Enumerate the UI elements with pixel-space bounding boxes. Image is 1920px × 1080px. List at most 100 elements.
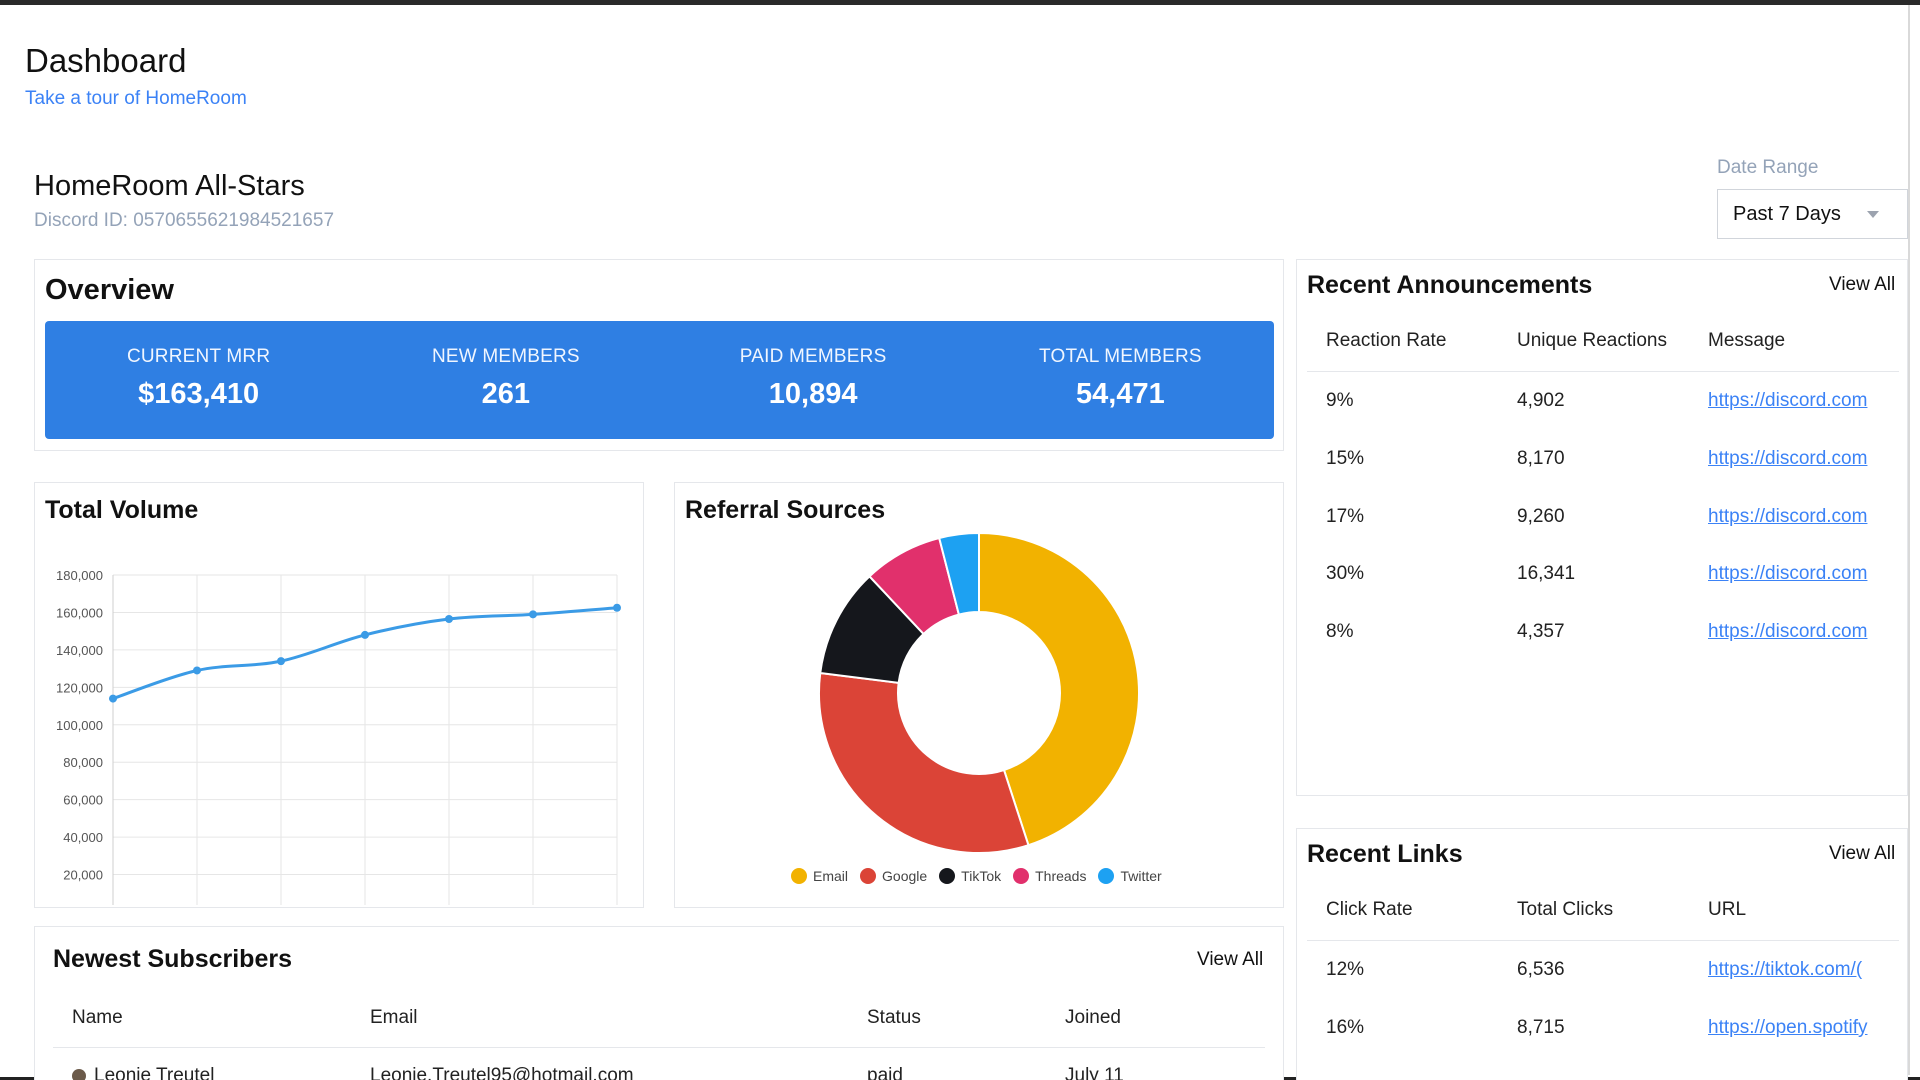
data-point[interactable] [613, 603, 621, 612]
data-point[interactable] [529, 610, 537, 619]
total-clicks: 6,536 [1517, 959, 1565, 980]
stat-total-members: TOTAL MEMBERS 54,471 [967, 321, 1274, 439]
subscriber-name: Leonie Treutel [72, 1065, 370, 1080]
legend-item-google[interactable]: Google [860, 868, 927, 884]
legend-label: Threads [1035, 868, 1087, 884]
data-point[interactable] [445, 614, 453, 623]
col-joined: Joined [1065, 1007, 1121, 1028]
total-volume-chart: 020,00040,00060,00080,000100,000120,0001… [56, 568, 621, 905]
table-row[interactable]: 8% 4,357 https://discord.com [1326, 621, 1880, 643]
y-tick-label: 160,000 [56, 605, 103, 620]
stat-current-mrr: CURRENT MRR $163,410 [45, 321, 352, 439]
data-point[interactable] [109, 694, 117, 703]
subscribers-view-all[interactable]: View All [1197, 949, 1264, 970]
referral-sources-chart [818, 533, 1140, 854]
stat-paid-members: PAID MEMBERS 10,894 [660, 321, 967, 439]
col-status: Status [867, 1007, 921, 1028]
legend-swatch [939, 868, 956, 884]
referral-sources-panel: Referral Sources Email Google TikTok Thread… [674, 482, 1284, 908]
total-volume-title: Total Volume [45, 496, 199, 524]
reaction-rate: 15% [1326, 448, 1365, 469]
legend-label: TikTok [961, 868, 1002, 884]
url-link[interactable]: https://tiktok.com/( [1708, 959, 1863, 980]
col-message: Message [1708, 330, 1786, 351]
overview-panel: Overview CURRENT MRR $163,410 NEW MEMBER… [34, 259, 1284, 451]
donut-slice-google[interactable] [818, 671, 1030, 854]
divider [1307, 940, 1899, 941]
table-row[interactable]: 9% 4,902 https://discord.com [1326, 390, 1880, 412]
legend-item-twitter[interactable]: Twitter [1098, 868, 1162, 884]
unique-reactions: 4,902 [1517, 390, 1565, 411]
total-clicks: 8,715 [1517, 1017, 1565, 1038]
message-link[interactable]: https://discord.com [1708, 621, 1868, 642]
stat-label: PAID MEMBERS [739, 346, 887, 367]
y-tick-label: 140,000 [56, 643, 103, 658]
legend-item-threads[interactable]: Threads [1013, 868, 1086, 884]
col-total-clicks: Total Clicks [1517, 899, 1614, 920]
announcements-table-header: Reaction Rate Unique Reactions Message [1326, 330, 1785, 352]
reaction-rate: 17% [1326, 506, 1365, 527]
newest-subscribers-title: Newest Subscribers [53, 945, 292, 973]
legend-label: Google [882, 868, 928, 884]
unique-reactions: 4,357 [1517, 621, 1565, 642]
legend-item-tiktok[interactable]: TikTok [939, 868, 1001, 884]
divider [53, 1047, 1265, 1048]
reaction-rate: 30% [1326, 563, 1365, 584]
date-range-label: Date Range [1717, 157, 1819, 178]
y-tick-label: 180,000 [56, 568, 103, 583]
stat-value: 54,471 [1076, 378, 1165, 410]
date-range-select[interactable]: Past 7 Days [1717, 189, 1908, 239]
col-name: Name [72, 1007, 123, 1028]
unique-reactions: 9,260 [1517, 506, 1565, 527]
discord-id: Discord ID: 0570655621984521657 [34, 210, 335, 231]
data-point[interactable] [193, 666, 201, 675]
unique-reactions: 16,341 [1517, 563, 1576, 584]
y-tick-label: 40,000 [63, 830, 103, 845]
divider [1307, 371, 1899, 372]
subscriber-email: Leonie.Treutel95@hotmail.com [370, 1065, 634, 1080]
y-tick-label: 60,000 [63, 793, 103, 808]
table-row[interactable]: 17% 9,260 https://discord.com [1326, 506, 1880, 528]
referral-sources-title: Referral Sources [685, 496, 886, 524]
message-link[interactable]: https://discord.com [1708, 563, 1868, 584]
message-link[interactable]: https://discord.com [1708, 506, 1868, 527]
table-row[interactable]: 12% 6,536 https://tiktok.com/( [1326, 959, 1880, 981]
message-link[interactable]: https://discord.com [1708, 390, 1868, 411]
legend-swatch [1013, 868, 1030, 884]
stat-value: $163,410 [138, 378, 260, 410]
date-range-value: Past 7 Days [1733, 202, 1841, 225]
links-table-header: Click Rate Total Clicks URL [1326, 899, 1746, 921]
col-unique-reactions: Unique Reactions [1517, 330, 1667, 351]
server-name: HomeRoom All-Stars [34, 170, 305, 202]
overview-title: Overview [45, 274, 174, 306]
recent-announcements-panel: Recent Announcements View All Reaction R… [1296, 259, 1908, 796]
message-link[interactable]: https://discord.com [1708, 448, 1868, 469]
data-point[interactable] [361, 630, 369, 639]
reaction-rate: 9% [1326, 390, 1354, 411]
col-email: Email [370, 1007, 418, 1028]
stat-new-members: NEW MEMBERS 261 [352, 321, 659, 439]
total-volume-panel: Total Volume 020,00040,00060,00080,00010… [34, 482, 644, 908]
subscribers-table-header: Name Email Status Joined [72, 1007, 1121, 1029]
recent-links-title: Recent Links [1307, 840, 1463, 868]
tour-link[interactable]: Take a tour of HomeRoom [25, 88, 247, 109]
table-row[interactable]: 30% 16,341 https://discord.com [1326, 563, 1880, 585]
unique-reactions: 8,170 [1517, 448, 1565, 469]
table-row[interactable]: 15% 8,170 https://discord.com [1326, 448, 1880, 470]
announcements-view-all[interactable]: View All [1829, 274, 1896, 295]
donut-slice-email[interactable] [978, 533, 1140, 847]
data-point[interactable] [277, 657, 285, 666]
top-border [0, 0, 1920, 5]
y-tick-label: 120,000 [56, 680, 103, 695]
links-view-all[interactable]: View All [1829, 843, 1896, 864]
page-title: Dashboard [25, 42, 187, 79]
y-tick-label: 100,000 [56, 718, 103, 733]
legend-item-email[interactable]: Email [791, 868, 848, 884]
table-row[interactable]: 16% 8,715 https://open.spotify [1326, 1017, 1880, 1039]
table-row[interactable]: Leonie Treutel Leonie.Treutel95@hotmail.… [72, 1065, 1124, 1080]
legend-label: Twitter [1120, 868, 1162, 884]
stat-label: TOTAL MEMBERS [1039, 346, 1202, 367]
chevron-down-icon [1867, 211, 1879, 218]
url-link[interactable]: https://open.spotify [1708, 1017, 1868, 1038]
donut-slice-twitter[interactable] [937, 533, 980, 616]
